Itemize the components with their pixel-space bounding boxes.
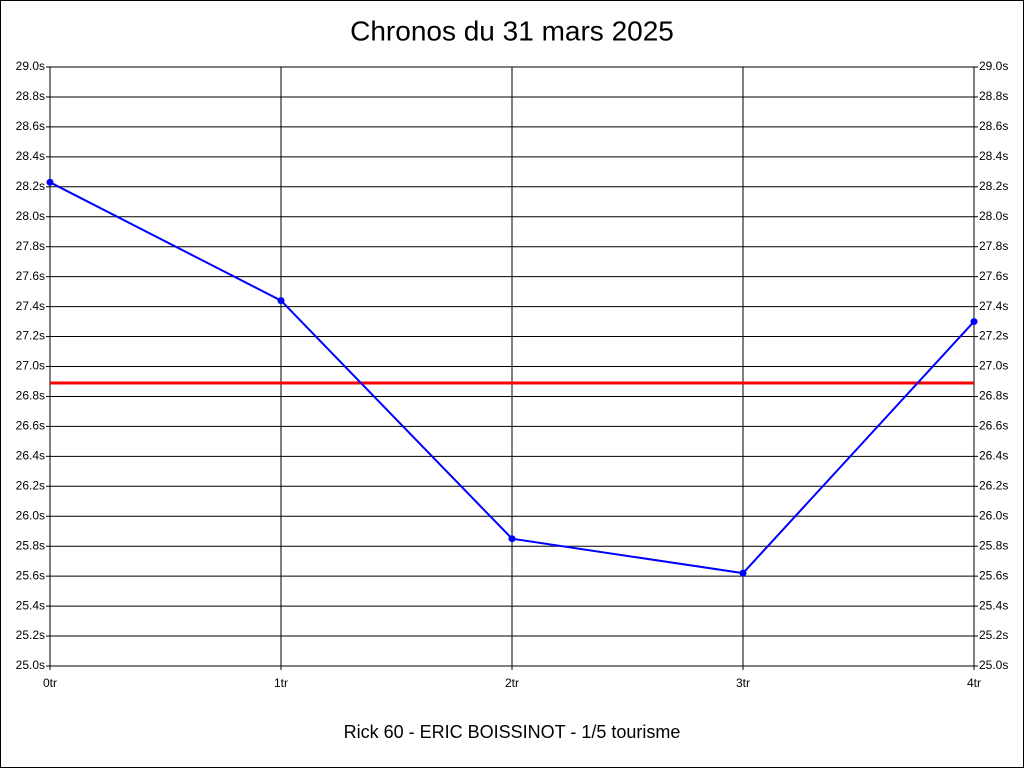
y2-tick-label: 28.0s [979,209,1008,223]
y2-tick-label: 25.6s [979,568,1008,582]
y2-tick-label: 29.0s [979,59,1008,73]
y2-tick-label: 26.0s [979,508,1008,522]
y-tick-label: 26.6s [16,419,45,433]
y-tick-label: 28.6s [16,119,45,133]
x-tick-label: 2tr [505,676,519,690]
y2-tick-label: 25.8s [979,538,1008,552]
y-tick-label: 26.2s [16,478,45,492]
y-tick-label: 25.2s [16,628,45,642]
data-point [970,318,978,326]
y2-tick-label: 27.2s [979,329,1008,343]
x-tick-label: 3tr [736,676,750,690]
y2-tick-label: 26.2s [979,478,1008,492]
y-tick-label: 27.4s [16,299,45,313]
data-point [277,297,285,305]
y-tick-label: 29.0s [16,59,45,73]
data-point [46,178,54,186]
y2-tick-label: 26.8s [979,389,1008,403]
y2-tick-label: 28.6s [979,119,1008,133]
y-tick-label: 25.8s [16,538,45,552]
x-tick-label: 1tr [274,676,288,690]
x-tick-label: 4tr [967,676,981,690]
y2-tick-label: 28.2s [979,179,1008,193]
y-tick-label: 25.6s [16,568,45,582]
y-tick-label: 27.0s [16,359,45,373]
y-tick-label: 25.0s [16,658,45,672]
y2-tick-label: 27.6s [979,269,1008,283]
y2-tick-label: 26.6s [979,419,1008,433]
y-tick-label: 28.2s [16,179,45,193]
y-tick-label: 26.0s [16,508,45,522]
y2-tick-label: 25.2s [979,628,1008,642]
y2-tick-label: 27.8s [979,239,1008,253]
y-tick-label: 28.0s [16,209,45,223]
y-tick-label: 26.8s [16,389,45,403]
y2-tick-label: 25.4s [979,598,1008,612]
y-tick-label: 28.8s [16,89,45,103]
y2-tick-label: 28.8s [979,89,1008,103]
x-tick-label: 0tr [43,676,57,690]
y-tick-label: 25.4s [16,598,45,612]
y-tick-label: 27.2s [16,329,45,343]
y2-tick-label: 27.0s [979,359,1008,373]
y2-tick-label: 27.4s [979,299,1008,313]
data-point [508,535,516,543]
y2-tick-label: 25.0s [979,658,1008,672]
y2-tick-label: 28.4s [979,149,1008,163]
y-tick-label: 26.4s [16,449,45,463]
y2-tick-label: 26.4s [979,449,1008,463]
y-tick-label: 27.6s [16,269,45,283]
chart-subtitle: Rick 60 - ERIC BOISSINOT - 1/5 tourisme [344,722,681,742]
y-tick-label: 27.8s [16,239,45,253]
data-point [739,569,747,577]
y-tick-label: 28.4s [16,149,45,163]
chart-title: Chronos du 31 mars 2025 [350,15,674,46]
